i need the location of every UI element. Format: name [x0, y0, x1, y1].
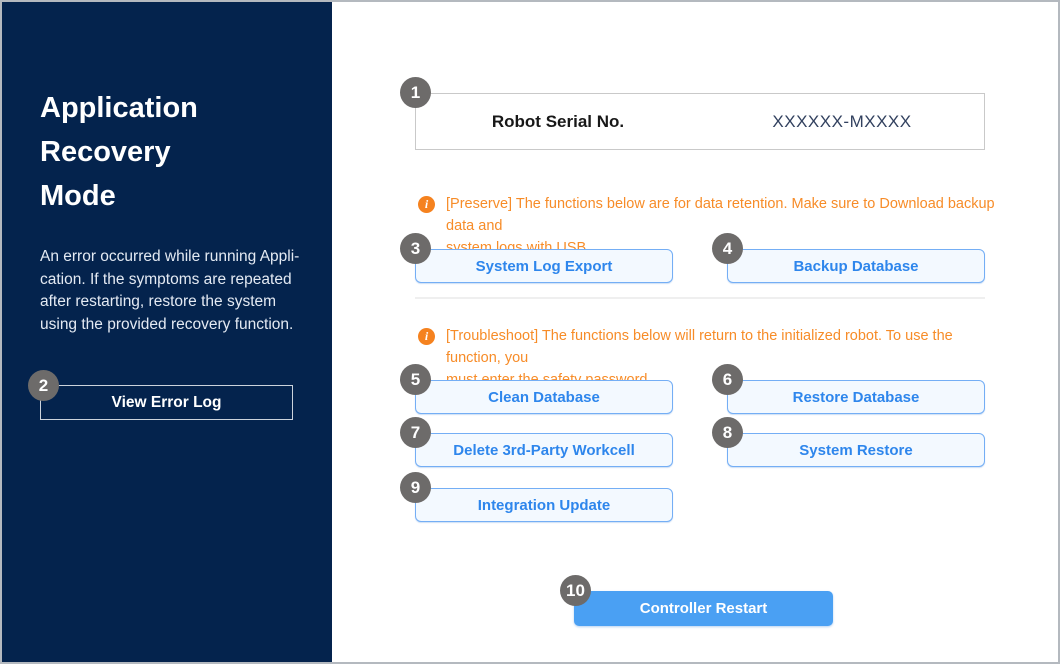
step-badge-6: 6 — [712, 364, 743, 395]
step-badge-1: 1 — [400, 77, 431, 108]
info-icon: i — [418, 328, 435, 345]
backup-database-button[interactable]: Backup Database — [727, 249, 985, 283]
integration-update-button[interactable]: Integration Update — [415, 488, 673, 522]
info-icon: i — [418, 196, 435, 213]
page-title: Application Recovery Mode — [40, 86, 198, 218]
step-badge-5: 5 — [400, 364, 431, 395]
delete-3rd-party-workcell-button[interactable]: Delete 3rd-Party Workcell — [415, 433, 673, 467]
sidebar-description: An error occurred while running Appli- c… — [40, 246, 299, 336]
step-badge-7: 7 — [400, 417, 431, 448]
step-badge-4: 4 — [712, 233, 743, 264]
system-restore-button[interactable]: System Restore — [727, 433, 985, 467]
sidebar-description-line: using the provided recovery function. — [40, 315, 294, 333]
robot-serial-box: Robot Serial No. XXXXXX-MXXXX — [415, 93, 985, 150]
robot-serial-value: XXXXXX-MXXXX — [772, 111, 912, 131]
step-badge-2: 2 — [28, 370, 59, 401]
clean-database-button[interactable]: Clean Database — [415, 380, 673, 414]
robot-serial-label: Robot Serial No. — [491, 111, 625, 131]
sidebar-description-line: after restarting, restore the system — [40, 293, 277, 310]
restore-database-button[interactable]: Restore Database — [727, 380, 985, 414]
sidebar-description-line: An error occurred while running Appli- — [40, 248, 300, 265]
system-log-export-button[interactable]: System Log Export — [415, 249, 673, 283]
sidebar-description-line: cation. If the symptoms are repeated — [40, 270, 292, 288]
step-badge-3: 3 — [400, 233, 431, 264]
step-badge-9: 9 — [400, 472, 431, 503]
controller-restart-button[interactable]: Controller Restart — [574, 591, 833, 626]
page-title-line: Application — [40, 92, 198, 124]
section-divider — [415, 297, 985, 299]
sidebar: Application Recovery Mode An error occur… — [2, 2, 332, 662]
view-error-log-button[interactable]: View Error Log — [40, 385, 293, 420]
step-badge-8: 8 — [712, 417, 743, 448]
step-badge-10: 10 — [560, 575, 591, 606]
page-title-line: Mode — [40, 180, 116, 212]
page-title-line: Recovery — [40, 136, 171, 168]
